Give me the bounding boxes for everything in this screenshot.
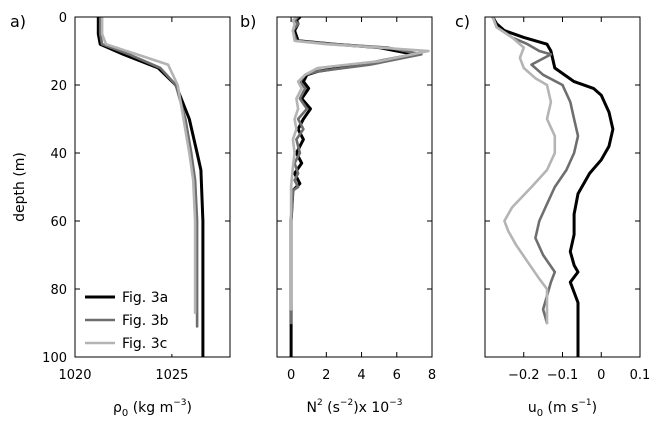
panel-3: −0.2 −0.1 0 0.1 c) u0 (m s−1) <box>455 12 650 419</box>
x-tick-label: 2 <box>322 368 330 383</box>
series-line-fig-3c <box>289 17 430 311</box>
x-tick-label: 0 <box>287 368 295 383</box>
axes-frame <box>276 16 433 358</box>
y-tick-label: 80 <box>50 283 67 298</box>
x-tick-label: 4 <box>357 368 365 383</box>
axes-frame <box>74 16 231 358</box>
y-tick-label: 100 <box>42 351 67 366</box>
axes-frame <box>484 16 641 358</box>
x-axis-label: u0 (m s−1) <box>528 398 597 419</box>
series-line-fig-3a <box>96 17 205 357</box>
x-tick-label: 0.1 <box>630 368 651 383</box>
x-tick-label: 1025 <box>155 368 188 383</box>
legend-entry: Fig. 3b <box>122 313 169 329</box>
x-tick-label: −0.1 <box>547 368 579 383</box>
legend-entry: Fig. 3c <box>122 336 167 352</box>
series-line-fig-3c <box>100 17 197 315</box>
series-line-fig-3c <box>491 17 557 325</box>
x-tick-label: 8 <box>428 368 436 383</box>
series-lines <box>96 17 205 357</box>
panel-label: a) <box>10 12 26 31</box>
legend-entry: Fig. 3a <box>122 290 168 306</box>
y-tick-label: 60 <box>50 215 67 230</box>
panel-2: 0 2 4 6 8 b) N2 (s−2)x 10−3 <box>240 12 436 416</box>
y-tick-label: 20 <box>50 79 67 94</box>
y-tick-label: 40 <box>50 147 67 162</box>
series-line-fig-3b <box>98 17 199 328</box>
series-line-fig-3a <box>491 17 615 357</box>
x-axis-label: ρ0 (kg m−3) <box>113 398 192 419</box>
x-axis-label: N2 (s−2)x 10−3 <box>306 398 402 416</box>
panel-label: c) <box>455 12 470 31</box>
y-tick-label: 0 <box>59 11 67 26</box>
panel-label: b) <box>240 12 256 31</box>
series-lines <box>289 17 430 357</box>
series-line-fig-3b <box>491 17 580 325</box>
series-lines <box>491 17 615 357</box>
x-tick-label: 0 <box>597 368 605 383</box>
x-tick-label: 6 <box>393 368 401 383</box>
x-tick-label: −0.2 <box>508 368 540 383</box>
x-tick-label: 1020 <box>58 368 91 383</box>
panel-1: 1020 1025 0 20 40 60 80 100 a) ρ0 (kg m−3) depth (… <box>10 11 231 419</box>
legend: Fig. 3a Fig. 3b Fig. 3c <box>80 284 180 354</box>
y-axis-label: depth (m) <box>12 152 28 222</box>
